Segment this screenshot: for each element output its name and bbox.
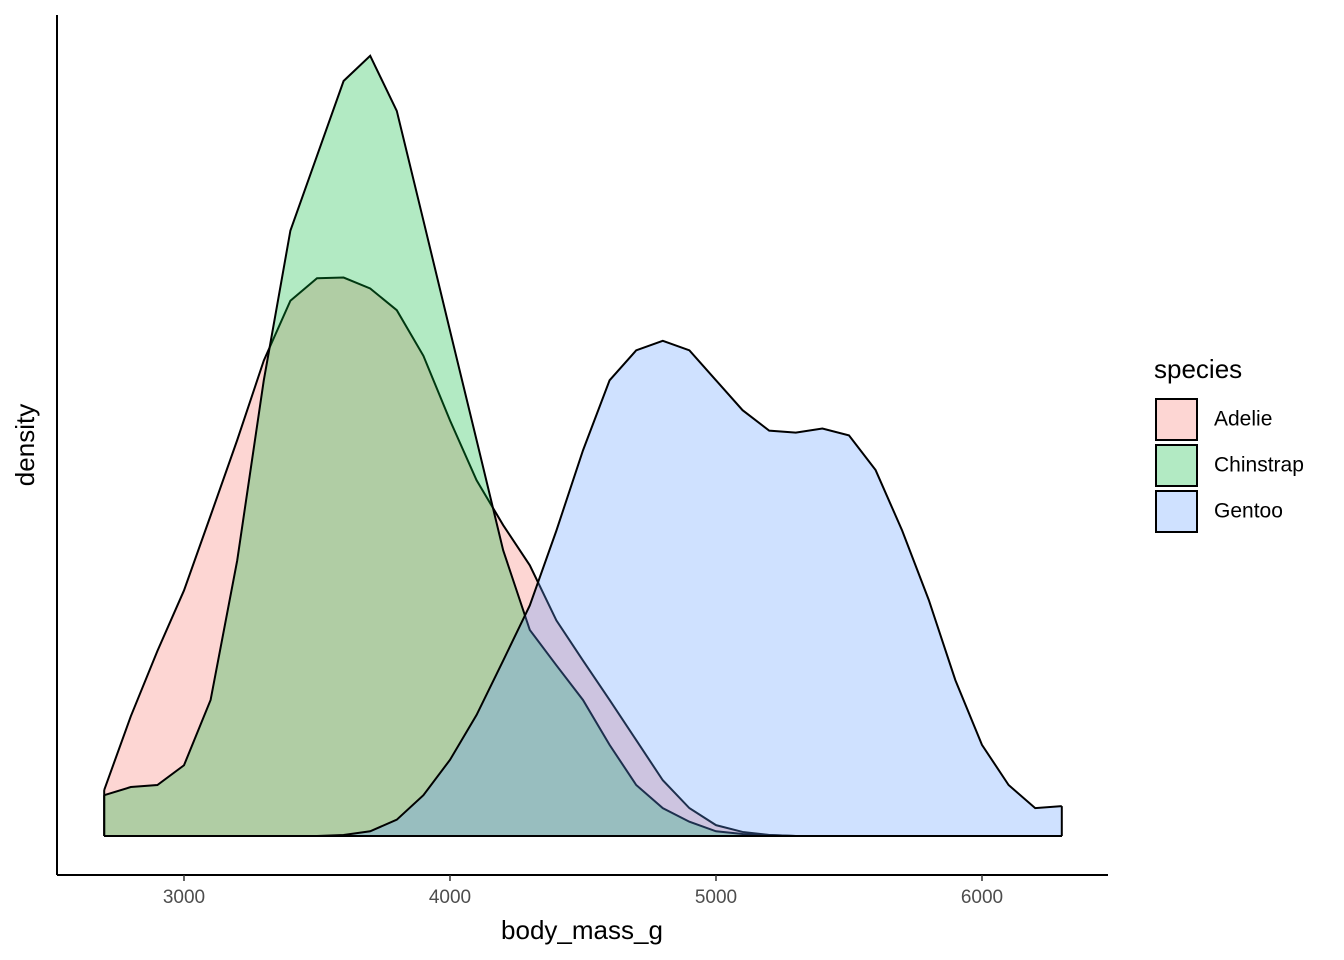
x-tick-label: 3000 [163,887,205,908]
legend-key-bg [1156,445,1197,486]
legend-label: Gentoo [1214,500,1283,523]
legend-title: species [1154,354,1242,384]
y-axis-label: density [10,404,40,486]
x-axis-label: body_mass_g [501,915,663,945]
density-line [104,339,1062,838]
density-fill [104,55,1062,837]
x-tick-label: 5000 [695,887,737,908]
plot-area [103,54,1063,838]
legend-key-bg [1156,491,1197,532]
legend-label: Chinstrap [1214,454,1304,477]
x-tick-label: 4000 [429,887,471,908]
density-fill [104,340,1062,837]
legend-key-bg [1156,399,1197,440]
legend-key [1155,398,1198,441]
x-tick-label: 6000 [961,887,1003,908]
legend-key [1155,490,1198,533]
legend-key [1155,444,1198,487]
legend-label: Adelie [1214,408,1272,431]
density-fill [104,277,1062,837]
